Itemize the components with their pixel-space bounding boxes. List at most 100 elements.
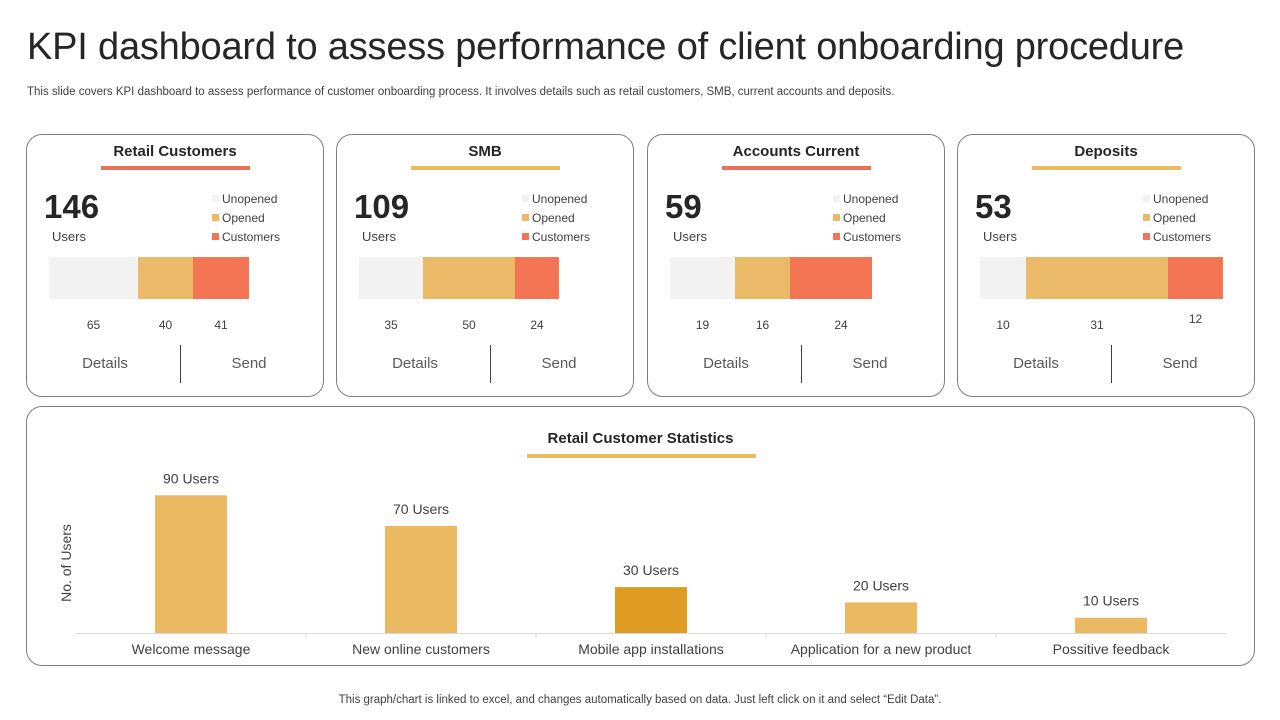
legend: Unopened Opened Customers [522,189,590,246]
bar-segment-opened [735,257,790,299]
total-users-value: 146 [44,188,100,225]
segment-value-opened: 31 [1090,318,1104,332]
kpi-card-accounts-current: Accounts Current 59 Users Unopened Opened Cus… [647,134,945,397]
segment-value-unopened: 35 [384,318,398,332]
legend-item-opened: Opened [522,208,590,227]
bar-segment-customers [193,257,249,299]
legend-swatch-opened [212,214,219,221]
bar-segment-opened [1026,257,1168,299]
details-button[interactable]: Details [82,355,128,372]
legend-label-customers: Customers [222,229,281,244]
legend-swatch-customers [1143,233,1150,240]
users-label: Users [362,229,396,244]
category-label: Mobile app installations [578,641,724,657]
segment-value-customers: 12 [1188,312,1203,326]
kpi-card-retail-customers: Retail Customers 146 Users Unopened Opened Cu… [26,134,324,397]
bar-data-label: 10 Users [1083,593,1139,609]
category-label: New online customers [352,641,490,657]
legend-item-unopened: Unopened [522,189,590,208]
segment-value-unopened: 65 [86,318,101,332]
stacked-bar [359,257,559,299]
bar-4 [1075,617,1147,633]
button-divider [180,345,181,383]
page-title: KPI dashboard to assess performance of c… [27,26,1185,68]
retail-customer-bar-chart: No. of Users 90 Users Welcome message 70 Us… [58,470,1226,657]
send-button[interactable]: Send [1162,355,1198,372]
segment-value-opened: 50 [462,318,476,332]
kpi-card-deposits: Deposits 53 Users Unopened Opened Customers 10… [957,134,1255,397]
legend-label-opened: Opened [532,210,575,225]
segment-value-customers: 24 [834,318,848,332]
segment-value-opened: 16 [755,318,770,332]
send-button[interactable]: Send [231,355,267,372]
send-button[interactable]: Send [852,355,888,372]
legend-item-unopened: Unopened [212,189,280,208]
card-title-underline [722,166,871,170]
users-label: Users [983,229,1017,244]
segment-value-unopened: 19 [695,318,710,332]
legend-item-customers: Customers [212,227,280,246]
legend-item-opened: Opened [1143,208,1211,227]
send-button[interactable]: Send [541,355,577,372]
bar-data-label: 20 Users [853,577,909,593]
stacked-bar [49,257,249,299]
legend-swatch-unopened [212,195,219,202]
details-button[interactable]: Details [703,355,749,372]
legend-item-unopened: Unopened [833,189,901,208]
details-button[interactable]: Details [392,355,438,372]
segment-value-customers: 41 [214,318,228,332]
bar-segment-unopened [49,257,138,299]
bar-segment-customers [1168,257,1223,299]
legend-item-customers: Customers [522,227,590,246]
total-users-value: 59 [665,188,702,225]
stacked-bar [980,257,1223,299]
legend-label-unopened: Unopened [532,191,588,206]
legend-swatch-opened [1143,214,1150,221]
segment-value-opened: 40 [158,318,173,332]
legend: Unopened Opened Customers [1143,189,1211,246]
bar-segment-customers [515,257,559,299]
footer-note: This graph/chart is linked to excel, and… [338,694,942,706]
legend-item-opened: Opened [833,208,901,227]
card-title-underline [411,166,560,170]
button-divider [801,345,802,383]
legend-label-unopened: Unopened [843,191,899,206]
bar-1 [385,525,457,633]
bar-segment-opened [423,257,515,299]
bar-data-label: 70 Users [393,501,449,517]
button-divider [490,345,491,383]
bar-segment-unopened [359,257,423,299]
legend-label-opened: Opened [222,210,265,225]
legend-item-unopened: Unopened [1143,189,1211,208]
legend: Unopened Opened Customers [833,189,901,246]
total-users-value: 53 [975,188,1012,225]
bar-3 [845,602,917,633]
kpi-card-smb: SMB 109 Users Unopened Opened Customers 35 50 24… [336,134,634,397]
legend-swatch-unopened [522,195,529,202]
segment-value-customers: 24 [530,318,544,332]
total-users-value: 109 [354,188,410,225]
legend-swatch-customers [833,233,840,240]
bar-0 [155,495,227,633]
details-button[interactable]: Details [1013,355,1059,372]
button-divider [1111,345,1112,383]
retail-customer-statistics-panel: Retail Customer Statistics No. of Users 9… [26,406,1255,666]
legend-swatch-opened [833,214,840,221]
bar-2 [615,587,687,633]
bar-segment-customers [790,257,872,299]
legend-label-opened: Opened [843,210,886,225]
bar-data-label: 90 Users [163,470,219,486]
bar-segment-unopened [670,257,735,299]
category-label: Welcome message [132,641,251,657]
legend-label-unopened: Unopened [222,191,278,206]
legend-item-customers: Customers [1143,227,1211,246]
category-label: Possitive feedback [1053,641,1171,657]
bar-data-label: 30 Users [623,562,679,578]
legend-label-unopened: Unopened [1153,191,1209,206]
card-title: SMB [468,143,502,160]
legend-label-customers: Customers [1153,229,1212,244]
legend-swatch-unopened [833,195,840,202]
segment-value-unopened: 10 [996,318,1010,332]
legend-swatch-customers [212,233,219,240]
stats-title: Retail Customer Statistics [547,430,734,447]
